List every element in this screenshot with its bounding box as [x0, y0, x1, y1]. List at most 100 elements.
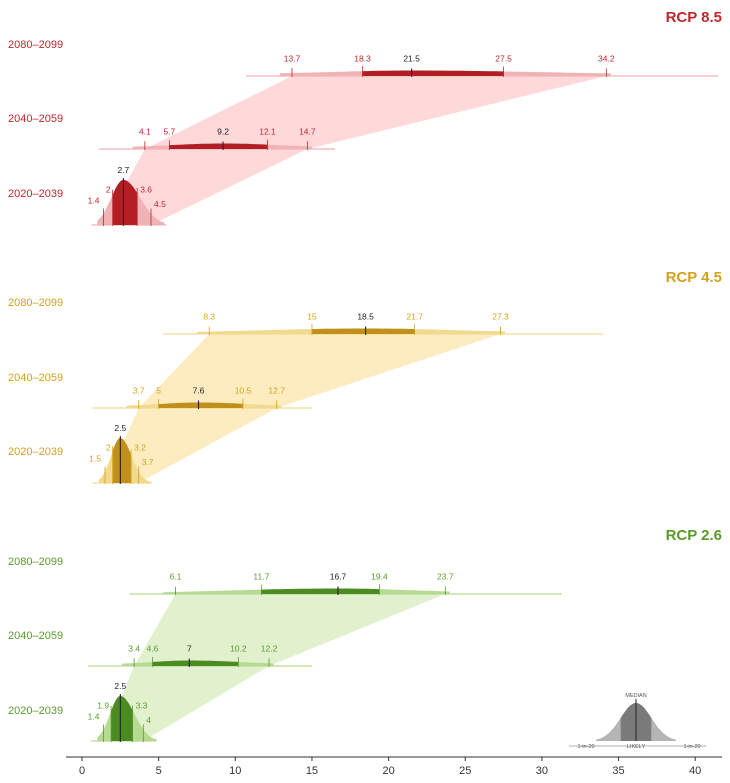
period-label: 2080–2099: [8, 39, 63, 51]
scenario-title: RCP 8.5: [666, 9, 722, 26]
x-axis: 0 5 10 15 20 25 30 35 40: [66, 756, 722, 777]
p95-label: 4: [146, 715, 151, 725]
x-tick-label: 30: [536, 765, 548, 777]
p95-label: 34.2: [598, 54, 615, 64]
p17-label: 5.7: [163, 127, 175, 137]
period-label: 2040–2059: [8, 630, 63, 642]
period-distribution: 2020–2039 1.4 2 2.7 3.64.5: [8, 165, 167, 226]
p17-label: 2: [106, 185, 111, 195]
period-distribution: 2080–2099 13.7 18.3 21.5 27.5 34.2: [8, 39, 719, 77]
x-tick-label: 15: [306, 765, 318, 777]
period-label: 2020–2039: [8, 188, 63, 200]
range-band: [138, 334, 501, 408]
scenario-group: RCP 2.6 2020–2039 1.41.9 2.5 3.3 4 2040–2059 3.…: [8, 527, 722, 742]
distribution-likely-area: [261, 588, 380, 594]
median-label: 21.5: [403, 54, 420, 64]
legend-left-tail-label: 1-in-20: [577, 744, 594, 750]
range-band: [144, 76, 607, 149]
p83-label: 21.7: [406, 312, 423, 322]
distribution-likely-area: [112, 438, 132, 483]
period-label: 2040–2059: [8, 113, 63, 125]
range-band: [105, 408, 277, 483]
p83-label: 12.1: [259, 127, 276, 137]
period-distribution: 2080–2099 8.3 15 18.5 21.7 27.3: [8, 297, 604, 335]
p83-label: 19.4: [371, 572, 388, 582]
p5-label: 13.7: [284, 54, 301, 64]
x-tick-label: 20: [382, 765, 394, 777]
p95-label: 14.7: [299, 127, 316, 137]
legend-right-tail-label: 1-in-20: [683, 744, 700, 750]
period-distribution: 2040–2059 3.4 4.6 7 10.2 12.2: [8, 630, 312, 667]
distribution-likely-area: [158, 402, 243, 408]
scenario-title: RCP 4.5: [666, 269, 722, 286]
p95-label: 12.7: [268, 386, 285, 396]
scenario-group: RCP 8.5 2020–2039 1.4 2 2.7 3.64.5 2040–2059 4.…: [8, 9, 722, 226]
p17-label: 11.7: [253, 572, 269, 582]
period-label: 2020–2039: [8, 705, 63, 717]
p83-label: 3.2: [134, 443, 146, 453]
p83-label: 3.6: [140, 185, 152, 195]
x-tick-label: 25: [459, 765, 471, 777]
p83-label: 10.5: [235, 386, 252, 396]
distribution-likely-area: [112, 180, 138, 225]
period-label: 2080–2099: [8, 556, 63, 568]
median-label: 9.2: [217, 127, 229, 137]
median-label: 2.7: [117, 165, 129, 175]
median-label: 7.6: [193, 386, 205, 396]
x-tick-label: 40: [689, 765, 701, 777]
median-label: 2.5: [114, 681, 126, 691]
median-label: 18.5: [357, 312, 374, 322]
scenario-group: RCP 4.5 2020–2039 1.5 22.5 3.2 3.7 2040–2059 3.…: [8, 269, 722, 484]
p17-label: 1.9: [97, 701, 109, 711]
distribution-likely-area: [111, 696, 133, 741]
median-label: 16.7: [330, 572, 347, 582]
x-tick-label: 0: [79, 765, 85, 777]
range-band: [134, 594, 446, 666]
legend-median-label: MEDIAN: [625, 693, 646, 699]
distribution-likely-area: [362, 70, 504, 76]
p5-label: 3.4: [128, 644, 140, 654]
median-label: 7: [187, 644, 192, 654]
range-band: [103, 149, 308, 225]
period-label: 2020–2039: [8, 446, 63, 458]
p17-label: 5: [156, 386, 161, 396]
x-tick-label: 5: [156, 765, 162, 777]
scenario-title: RCP 2.6: [666, 527, 722, 544]
period-distribution: 2020–2039 1.5 22.5 3.2 3.7: [8, 423, 154, 484]
p5-label: 1.4: [88, 195, 100, 205]
x-tick-label: 35: [612, 765, 624, 777]
legend: MEDIAN 1-in-20 LIKELY 1-in-20: [569, 693, 706, 750]
p17-label: 2: [106, 443, 111, 453]
distribution-likely-area: [169, 143, 268, 149]
period-distribution: 2040–2059 3.7 5 7.6 10.5 12.7: [8, 372, 312, 409]
period-distribution: 2040–2059 4.1 5.7 9.2 12.1 14.7: [8, 113, 335, 150]
p95-label: 23.7: [437, 572, 454, 582]
range-band: [103, 666, 269, 741]
period-distribution: 2020–2039 1.41.9 2.5 3.3 4: [8, 681, 158, 742]
distribution-likely-area: [311, 328, 415, 334]
median-label: 2.5: [114, 423, 126, 433]
p17-label: 15: [307, 312, 317, 322]
p83-label: 3.3: [136, 701, 148, 711]
p5-label: 8.3: [203, 312, 215, 322]
p5-label: 1.5: [89, 453, 101, 463]
p95-label: 4.5: [154, 199, 166, 209]
period-label: 2040–2059: [8, 372, 63, 384]
p5-label: 1.4: [88, 711, 100, 721]
distribution-likely-area: [152, 660, 239, 666]
p83-label: 27.5: [495, 54, 512, 64]
period-distribution: 2080–2099 6.1 11.7 16.7 19.4 23.7: [8, 556, 562, 595]
period-label: 2080–2099: [8, 297, 63, 309]
p17-label: 18.3: [354, 54, 371, 64]
p5-label: 3.7: [133, 386, 145, 396]
p5-label: 4.1: [139, 127, 151, 137]
p95-label: 3.7: [142, 457, 154, 467]
p83-label: 10.2: [230, 644, 247, 654]
p95-label: 27.3: [492, 312, 509, 322]
p5-label: 6.1: [170, 572, 182, 582]
p17-label: 4.6: [147, 644, 159, 654]
legend-likely-label: LIKELY: [627, 744, 646, 750]
p95-label: 12.2: [261, 644, 278, 654]
